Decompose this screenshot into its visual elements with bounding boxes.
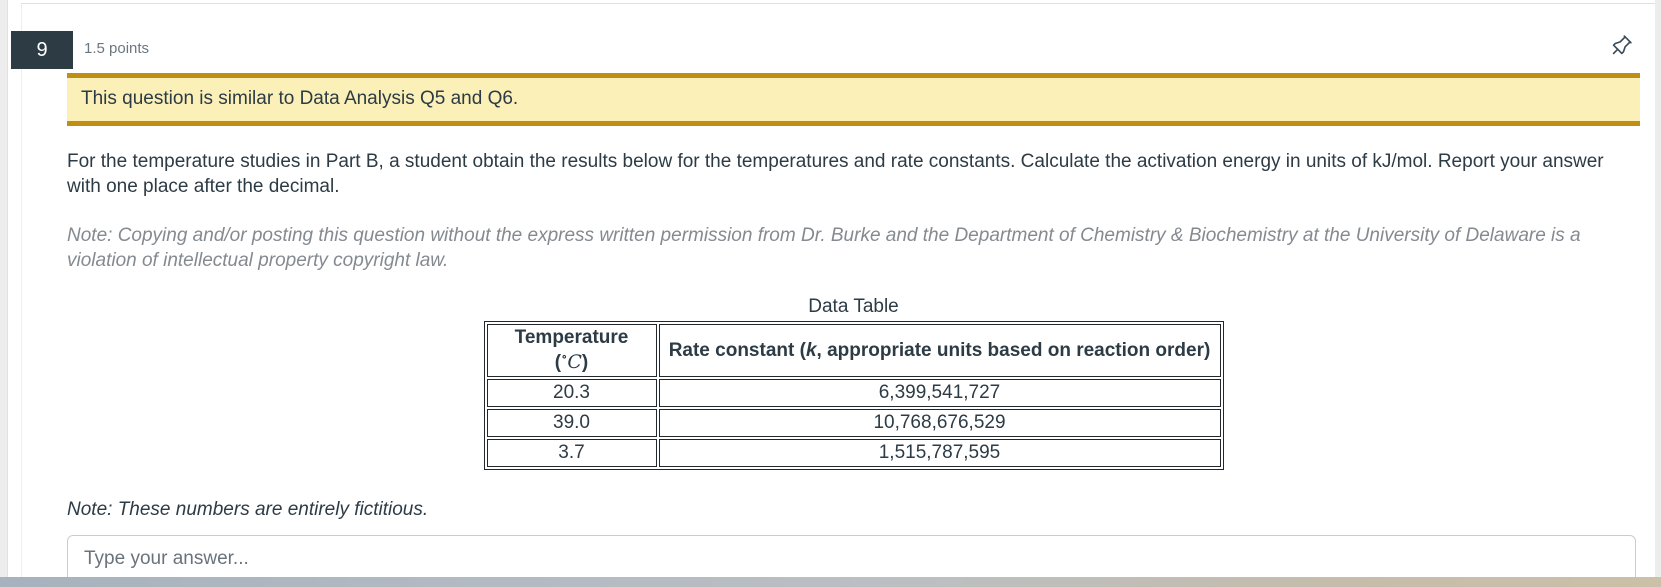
k-symbol: k (805, 339, 817, 361)
col-header-rate-constant: Rate constant (k, appropriate units base… (658, 324, 1221, 377)
fictitious-note: Note: These numbers are entirely fictiti… (67, 499, 429, 520)
data-table-section: Data Table Temperature (∘C) Rate constan… (67, 295, 1640, 470)
table-cell: 6,399,541,727 (658, 379, 1221, 407)
table-row: 39.0 10,768,676,529 (486, 409, 1221, 437)
copyright-note: Note: Copying and/or posting this questi… (67, 225, 1581, 271)
question-content: This question is similar to Data Analysi… (67, 73, 1640, 583)
similarity-banner: This question is similar to Data Analysi… (67, 73, 1640, 126)
data-table: Temperature (∘C) Rate constant (k, appro… (483, 321, 1224, 470)
pin-question-button[interactable] (1605, 30, 1637, 62)
question-points: 1.5 points (84, 40, 150, 57)
table-cell: 20.3 (486, 379, 657, 407)
question-text: For the temperature studies in Part B, a… (67, 151, 1604, 197)
data-table-body: 20.3 6,399,541,727 39.0 10,768,676,529 3.7 1,… (486, 379, 1221, 467)
data-table-title: Data Table (808, 296, 899, 317)
table-cell: 10,768,676,529 (658, 409, 1221, 437)
celsius-symbol: C (567, 351, 582, 373)
table-row: 20.3 6,399,541,727 (486, 379, 1221, 407)
table-cell: 3.7 (486, 439, 657, 467)
table-cell: 1,515,787,595 (658, 439, 1221, 467)
answer-input[interactable] (67, 535, 1636, 583)
question-number-badge: 9 (11, 31, 73, 69)
horizontal-scrollbar[interactable] (0, 577, 1661, 587)
table-header-row: Temperature (∘C) Rate constant (k, appro… (486, 324, 1221, 377)
col-header-temperature: Temperature (∘C) (486, 324, 657, 377)
table-row: 3.7 1,515,787,595 (486, 439, 1221, 467)
similarity-banner-text: This question is similar to Data Analysi… (81, 88, 519, 109)
pushpin-icon (1612, 35, 1632, 55)
page-gutter-left (0, 0, 8, 587)
question-card: 9 1.5 points This question is similar to… (11, 3, 1656, 583)
degree-symbol: ∘ (561, 349, 568, 364)
table-cell: 39.0 (486, 409, 657, 437)
page-gutter-right (1655, 0, 1661, 587)
